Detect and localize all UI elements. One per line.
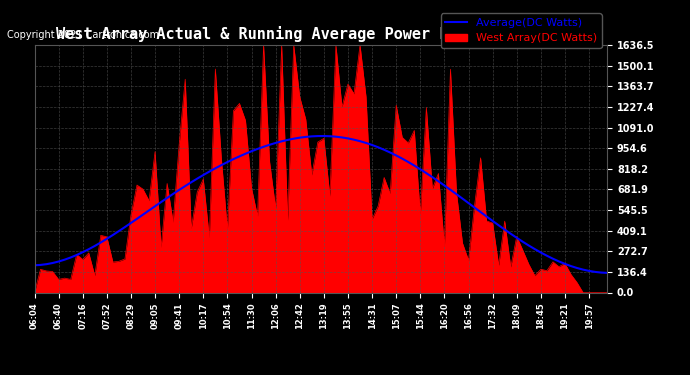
Title: West Array Actual & Running Average Power Fri Jun 18 20:30: West Array Actual & Running Average Powe… (56, 27, 586, 42)
Legend: Average(DC Watts), West Array(DC Watts): Average(DC Watts), West Array(DC Watts) (440, 13, 602, 48)
Text: Copyright 2021 Cartronics.com: Copyright 2021 Cartronics.com (7, 30, 159, 39)
